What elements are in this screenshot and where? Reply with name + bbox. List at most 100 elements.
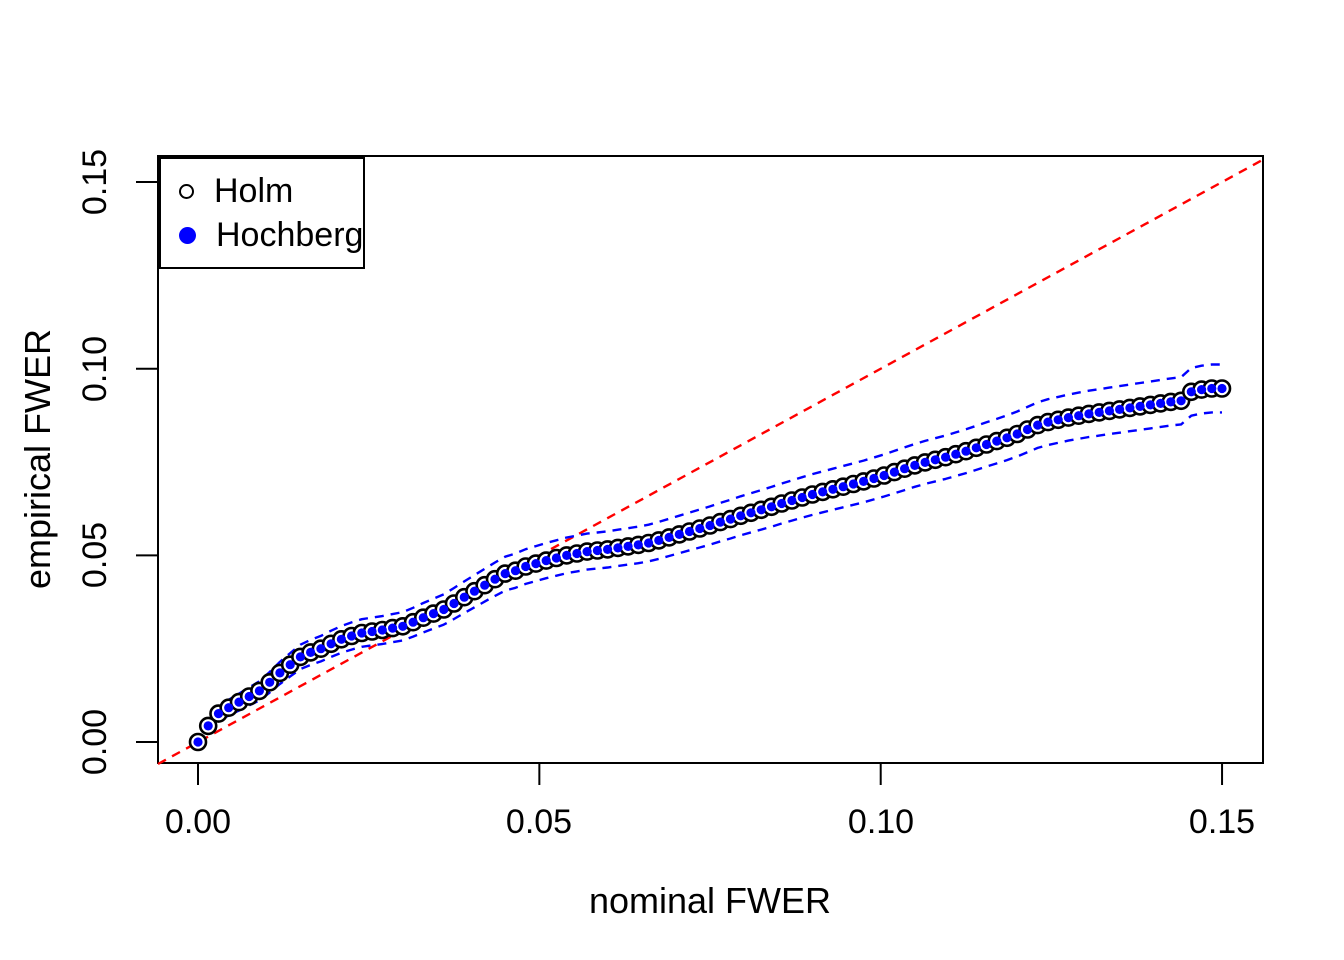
hochberg-point [1125,403,1135,413]
hochberg-point [357,628,367,638]
y-tick-label-3: 0.15 [76,148,114,216]
hochberg-point [971,443,981,453]
hochberg-point [275,668,285,678]
hochberg-point [285,660,295,670]
hochberg-point [787,495,797,506]
hochberg-point [766,502,777,512]
hochberg-point [1033,420,1043,430]
hochberg-point [1043,417,1053,427]
hochberg-point [746,508,756,518]
hochberg-point [531,559,541,569]
x-tick-label-2: 0.10 [847,803,915,841]
hochberg-point [1115,404,1125,414]
hochberg-point [777,498,787,509]
hochberg-point [510,566,521,576]
hochberg-point [1084,409,1094,419]
hochberg-point [695,523,705,534]
hochberg-point [910,460,920,470]
hochberg-point [889,467,900,477]
hochberg-point [592,545,603,556]
legend-label-holm: Holm [214,172,294,210]
x-tick-label-1: 0.05 [505,803,573,841]
hochberg-point [521,561,531,572]
hochberg-point [459,592,469,602]
hochberg-point [244,691,254,702]
hochberg-point [828,484,838,494]
hochberg-point [469,586,480,596]
hochberg-point [1217,383,1227,394]
hochberg-point [725,514,736,524]
hochberg-point [941,452,951,462]
hochberg-point [838,482,848,492]
hochberg-point [388,623,398,633]
hochberg-point [756,505,766,515]
hochberg-point [449,598,459,609]
hochberg-point [981,439,992,450]
hochberg-point [500,569,510,579]
hochberg-point [439,604,449,615]
hochberg-point [541,556,551,566]
y-tick-label-1: 0.05 [76,521,114,589]
hochberg-point [428,609,439,619]
hochberg-point [603,544,613,555]
hochberg-point [1207,383,1217,394]
hochberg-point [613,543,623,553]
hochberg-point [490,574,500,584]
hochberg-point [1022,424,1033,435]
hochberg-point [1145,400,1155,410]
hochberg-point [633,540,643,550]
hochberg-point [377,625,387,635]
hochberg-point [961,446,971,456]
hochberg-point [920,457,930,467]
hochberg-point [367,626,377,637]
hochberg-point [326,639,336,649]
hochberg-point [1186,387,1196,397]
hochberg-point [254,686,264,696]
legend-label-hochberg: Hochberg [216,216,364,254]
hochberg-point [654,535,664,546]
hochberg-point [664,532,674,543]
hochberg-point [1156,398,1166,408]
y-axis-title: empirical FWER [17,328,58,590]
hochberg-point [582,547,592,557]
legend-item-holm: Holm [179,174,363,208]
hochberg-point [224,703,234,713]
hochberg-point [684,526,695,537]
hochberg-point [1135,401,1145,411]
hochberg-point [1094,407,1104,417]
hochberg-point [1053,415,1063,425]
hochberg-point [623,541,633,552]
hochberg-point [900,464,910,474]
hochberg-point [562,550,572,561]
x-tick-label-0: 0.00 [164,803,232,841]
hochberg-point [316,644,326,654]
hochberg-point [203,721,213,731]
hochberg-point [674,529,684,540]
hochberg-point [1063,413,1073,423]
reference-line-identity [157,158,1264,766]
hochberg-filled-circle-icon [179,226,196,244]
hochberg-point [869,473,879,484]
hochberg-point [930,455,940,465]
hochberg-point [992,436,1002,446]
hochberg-point [951,449,961,459]
hochberg-point [408,617,418,627]
hochberg-point [859,476,869,486]
hochberg-point [1074,411,1084,421]
hochberg-point [347,631,357,641]
hochberg-point [879,470,889,481]
hochberg-point [265,677,275,687]
hochberg-point [336,634,346,644]
hochberg-point [1012,429,1022,439]
hochberg-point [715,517,725,527]
hochberg-point [1002,433,1012,443]
hochberg-point [1176,396,1186,406]
x-axis-title: nominal FWER [588,880,832,921]
hochberg-point [1197,385,1207,395]
holm-open-circle-icon [179,183,194,199]
hochberg-point [418,613,428,623]
hochberg-point [1166,397,1176,407]
y-tick-label-0: 0.00 [76,708,114,776]
